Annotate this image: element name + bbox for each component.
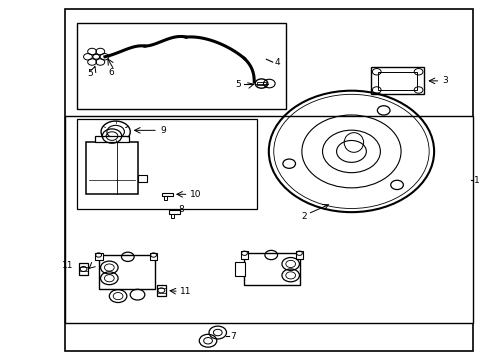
Bar — [162, 193, 172, 196]
Text: 2: 2 — [301, 212, 306, 221]
Text: 10: 10 — [190, 190, 201, 199]
Bar — [137, 175, 147, 182]
Bar — [295, 251, 303, 258]
Text: 11: 11 — [180, 287, 191, 296]
Bar — [77, 23, 285, 109]
Bar — [171, 214, 174, 217]
Text: 5: 5 — [87, 69, 93, 78]
Text: 5: 5 — [234, 80, 240, 89]
Text: 4: 4 — [274, 58, 280, 67]
Bar — [234, 262, 245, 276]
Text: 3: 3 — [441, 76, 447, 85]
Bar — [240, 251, 248, 258]
Bar — [64, 9, 472, 351]
Text: 11: 11 — [61, 261, 73, 270]
Bar — [79, 263, 88, 275]
Bar — [163, 196, 167, 200]
Text: 7: 7 — [229, 332, 235, 341]
Bar — [157, 285, 165, 296]
Bar — [64, 116, 472, 323]
Text: 8: 8 — [179, 205, 184, 214]
Bar — [377, 72, 416, 90]
Text: 6: 6 — [108, 68, 113, 77]
Text: 1: 1 — [473, 176, 479, 185]
Bar — [99, 255, 154, 289]
Bar — [77, 119, 256, 208]
Text: 9: 9 — [160, 126, 165, 135]
Bar — [149, 253, 157, 260]
Bar — [169, 210, 180, 214]
Bar — [95, 136, 128, 143]
Bar — [370, 67, 424, 94]
Bar — [95, 253, 102, 260]
Bar — [86, 143, 137, 194]
Bar — [244, 253, 300, 285]
Bar — [257, 82, 265, 85]
